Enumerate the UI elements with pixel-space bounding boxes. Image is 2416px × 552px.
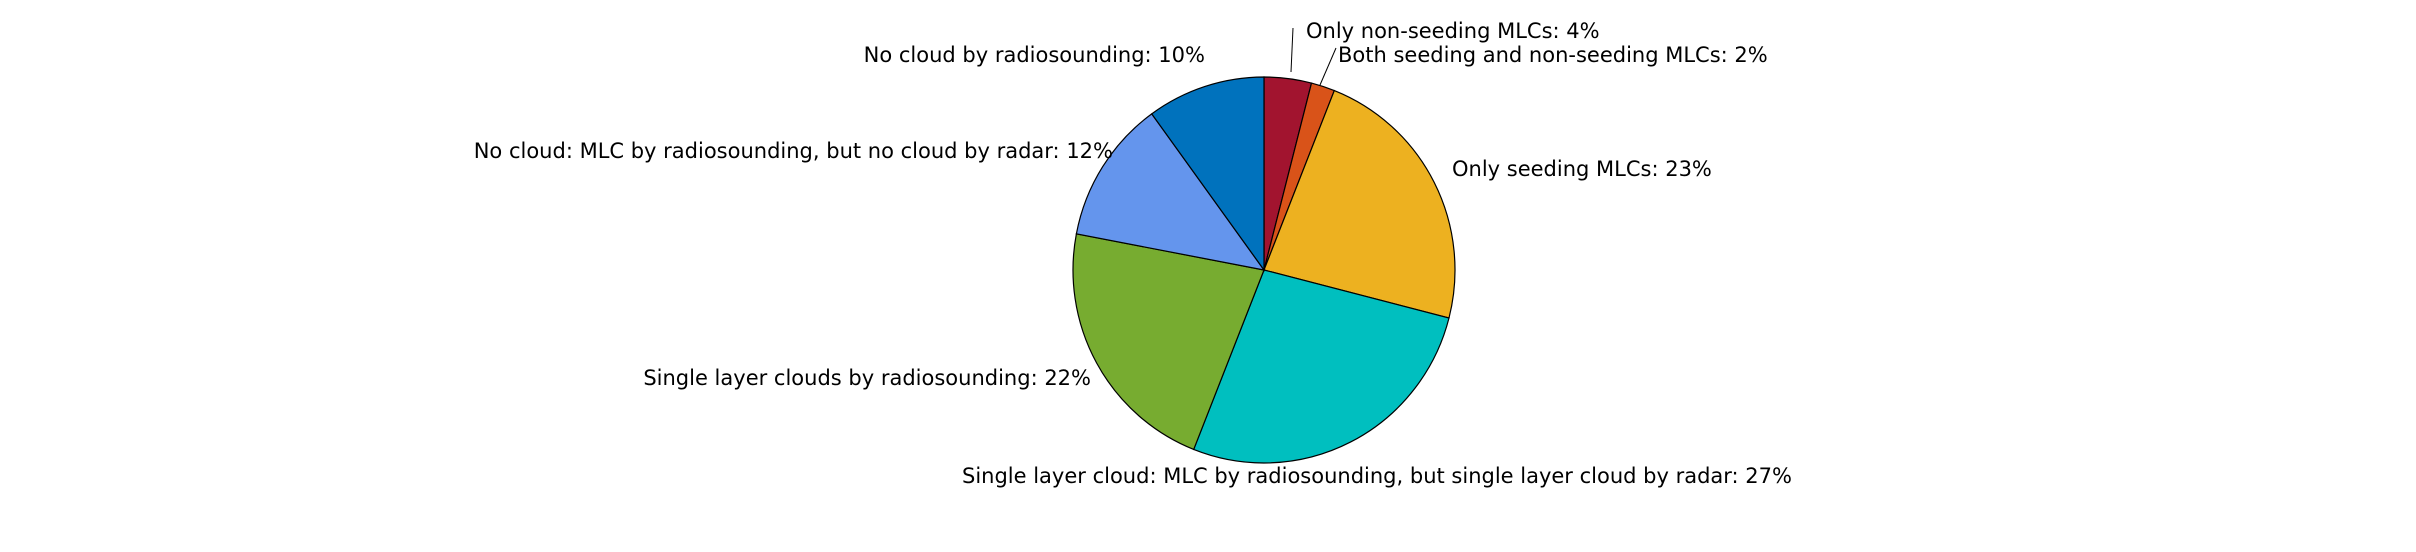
leader-line-2 xyxy=(1319,47,1337,86)
slice-label-7: No cloud by radiosounding: 10% xyxy=(864,43,1205,67)
leaders-layer xyxy=(1290,27,1337,86)
slice-label-4: Single layer cloud: MLC by radiosounding… xyxy=(962,464,1792,488)
slices-layer xyxy=(1072,76,1456,464)
slice-label-3: Only seeding MLCs: 23% xyxy=(1452,157,1712,181)
slice-label-1: Only non-seeding MLCs: 4% xyxy=(1306,19,1600,43)
slice-label-2: Both seeding and non-seeding MLCs: 2% xyxy=(1338,43,1768,67)
pie-slice-6 xyxy=(1075,113,1266,271)
pie-slice-3 xyxy=(1263,89,1456,319)
labels-layer: Only non-seeding MLCs: 4%Both seeding an… xyxy=(474,19,1792,488)
pie-slice-4 xyxy=(1192,269,1450,464)
pie-slice-7 xyxy=(1150,76,1265,272)
pie-slice-5 xyxy=(1072,233,1265,451)
slice-label-6: No cloud: MLC by radiosounding, but no c… xyxy=(474,139,1113,163)
leader-line-1 xyxy=(1290,27,1294,73)
slice-label-5: Single layer clouds by radiosounding: 22… xyxy=(643,366,1091,390)
